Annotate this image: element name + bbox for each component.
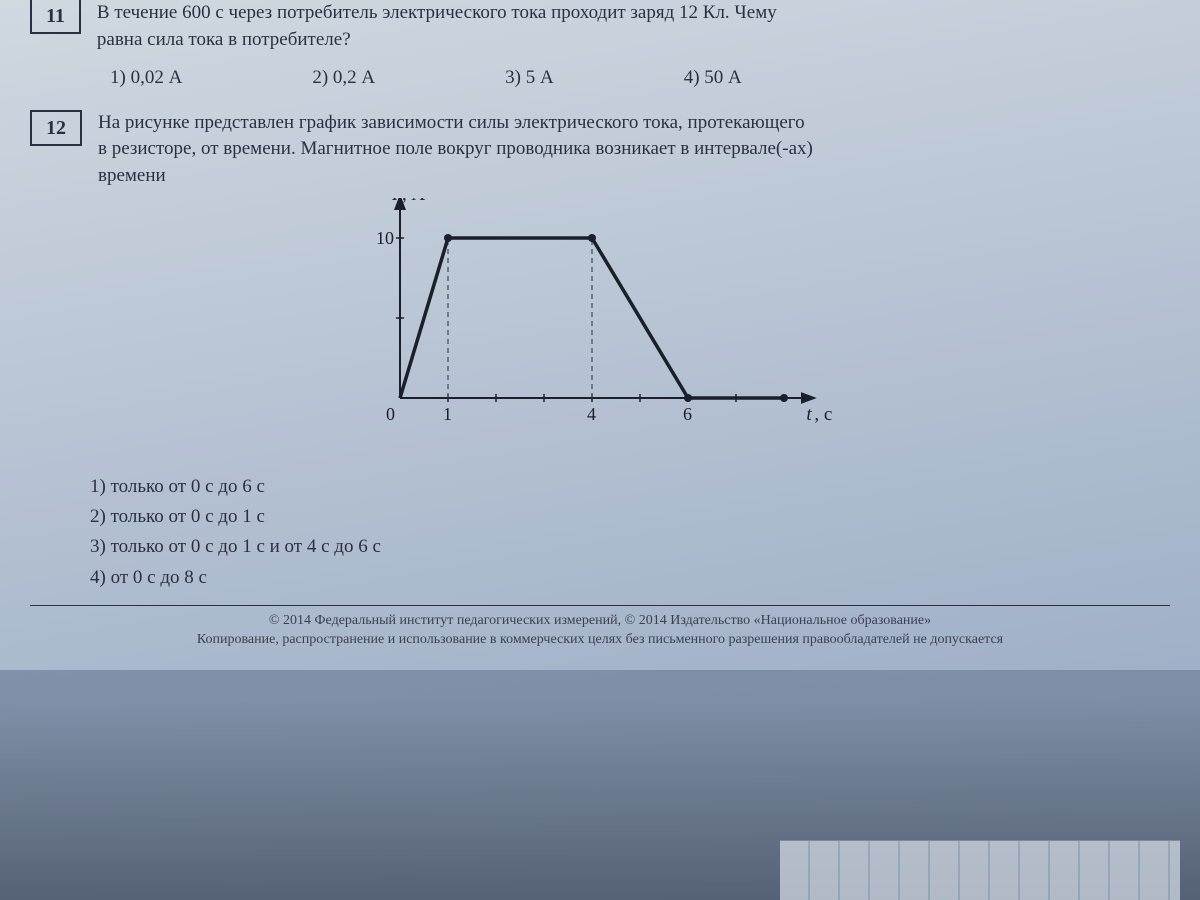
- q11-answer-1: 1) 0,02 А: [110, 65, 182, 92]
- q12-answer-4: 4) от 0 с до 8 с: [90, 563, 1170, 593]
- q12-line1: На рисунке представлен график зависимост…: [98, 110, 1170, 137]
- q11-line1: В течение 600 с через потребитель электр…: [97, 0, 1170, 27]
- question-number-11: 11: [30, 0, 81, 34]
- q11-answer-2: 2) 0,2 А: [312, 65, 375, 92]
- q12-answer-1: 1) только от 0 с до 6 с: [90, 472, 1170, 502]
- question-12-text: На рисунке представлен график зависимост…: [98, 110, 1170, 190]
- question-11: 11 В течение 600 с через потребитель эле…: [30, 0, 1170, 53]
- notebook-edge: [780, 840, 1180, 900]
- question-12: 12 На рисунке представлен график зависим…: [30, 110, 1170, 190]
- q12-line2: в резисторе, от времени. Магнитное поле …: [98, 136, 1170, 163]
- q11-answer-4: 4) 50 А: [684, 65, 742, 92]
- footer-line2: Копирование, распространение и использов…: [30, 631, 1170, 650]
- q12-answers: 1) только от 0 с до 6 с 2) только от 0 с…: [90, 472, 1170, 594]
- page-footer: © 2014 Федеральный институт педагогическ…: [30, 605, 1170, 650]
- svg-text:10: 10: [376, 228, 394, 248]
- footer-line1: © 2014 Федеральный институт педагогическ…: [30, 612, 1170, 631]
- svg-text:I: I: [391, 198, 400, 205]
- exam-page: 11 В течение 600 с через потребитель эле…: [0, 0, 1200, 670]
- chart-svg: 10 0 1 4 6 I, А t, с: [350, 198, 850, 458]
- svg-text:, с: , с: [814, 404, 832, 425]
- q12-answer-2: 2) только от 0 с до 1 с: [90, 502, 1170, 532]
- question-number-12: 12: [30, 110, 82, 146]
- current-vs-time-chart: 10 0 1 4 6 I, А t, с: [30, 198, 1170, 458]
- question-11-text: В течение 600 с через потребитель электр…: [97, 0, 1170, 53]
- svg-text:1: 1: [443, 404, 452, 424]
- svg-text:t: t: [806, 404, 812, 425]
- svg-text:, А: , А: [402, 198, 426, 205]
- q12-answer-3: 3) только от 0 с до 1 с и от 4 с до 6 с: [90, 532, 1170, 562]
- svg-text:6: 6: [683, 404, 692, 424]
- svg-text:0: 0: [386, 404, 395, 424]
- q11-answers: 1) 0,02 А 2) 0,2 А 3) 5 А 4) 50 А: [110, 65, 1170, 92]
- q12-line3: времени: [98, 163, 1170, 190]
- q11-answer-3: 3) 5 А: [505, 65, 554, 92]
- q11-line2: равна сила тока в потребителе?: [97, 27, 1170, 54]
- svg-text:4: 4: [587, 404, 596, 424]
